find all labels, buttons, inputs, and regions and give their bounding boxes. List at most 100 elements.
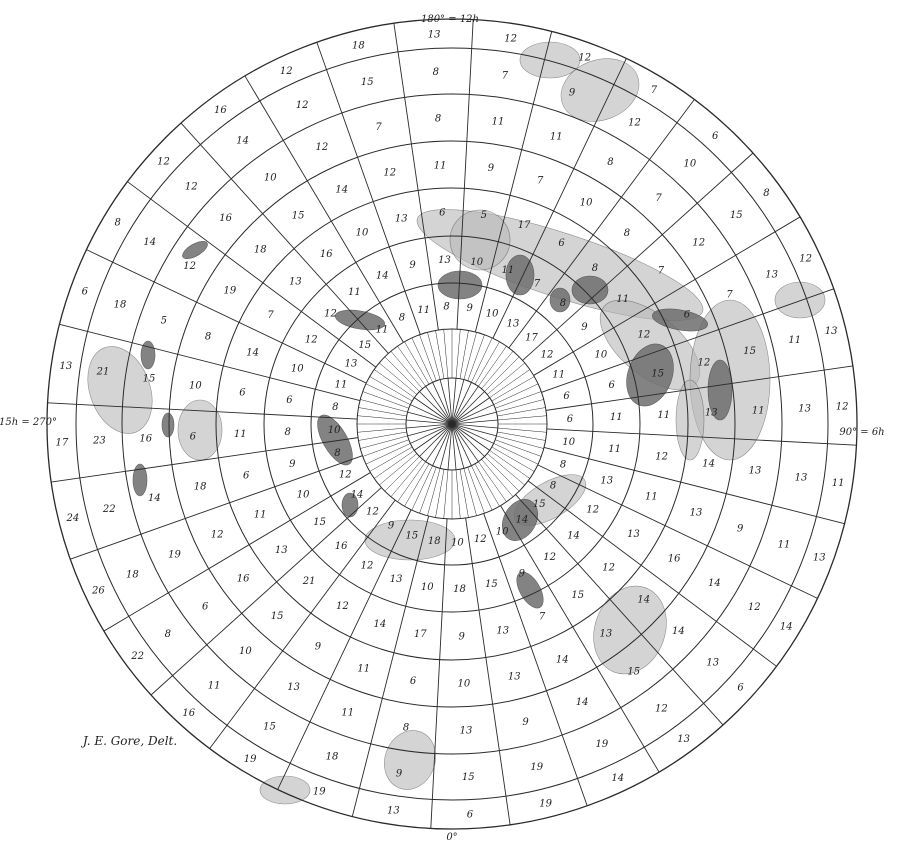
center-spoke: [451, 397, 490, 425]
cell-count-label: 15: [263, 722, 276, 733]
inner-tick: [443, 329, 449, 379]
grid-spoke: [492, 58, 627, 339]
right-compass-label: 90° = 6h: [839, 427, 884, 438]
cell-count-label: 12: [698, 357, 711, 368]
cell-count-label: 12: [474, 534, 487, 545]
cell-count-label: 6: [712, 131, 719, 142]
inner-tick: [463, 468, 477, 516]
inner-tick: [487, 453, 525, 486]
cell-count-label: 12: [383, 168, 396, 179]
inner-tick: [455, 469, 461, 519]
inner-tick: [484, 456, 520, 492]
cell-count-label: 10: [421, 582, 434, 593]
cell-count-label: 10: [458, 679, 471, 690]
center-spoke: [410, 423, 453, 444]
cell-count-label: 11: [502, 265, 515, 276]
cell-count-label: 11: [778, 540, 791, 551]
cell-count-label: 8: [560, 460, 566, 471]
cell-count-label: 11: [348, 287, 361, 298]
cell-count-label: 13: [496, 625, 509, 636]
cell-count-label: 15: [627, 666, 640, 677]
dark-density-region: [707, 359, 733, 421]
dark-density-region: [505, 254, 535, 296]
cell-count-label: 7: [502, 71, 509, 82]
cell-count-label: 10: [580, 197, 593, 208]
cell-count-label: 7: [658, 266, 665, 277]
cell-count-label: 7: [655, 193, 662, 204]
cell-count-label: 12: [185, 182, 198, 193]
center-spoke: [447, 378, 453, 425]
bottom-compass-label: 0°: [446, 832, 457, 843]
grid-spoke: [103, 472, 371, 632]
cell-count-label: 19: [530, 762, 543, 773]
cell-count-label: 15: [743, 346, 756, 357]
inner-tick: [481, 351, 514, 389]
inner-tick: [495, 439, 542, 457]
grid-spoke: [533, 216, 801, 376]
grid-ring: [75, 47, 829, 801]
cell-count-label: 9: [315, 642, 322, 653]
cell-count-label: 8: [560, 298, 566, 309]
dark-density-region: [571, 275, 609, 305]
cell-count-label: 11: [234, 429, 247, 440]
cell-count-label: 14: [236, 135, 249, 146]
cell-count-label: 9: [467, 303, 474, 314]
cell-count-label: 8: [550, 481, 556, 492]
inner-tick: [369, 376, 413, 402]
center-spoke: [432, 382, 453, 425]
inner-tick: [427, 468, 441, 516]
grid-spoke: [515, 494, 724, 726]
cell-count-label: 15: [730, 210, 743, 221]
inner-tick: [497, 407, 546, 417]
cell-count-label: 13: [600, 628, 613, 639]
cell-count-label: 7: [267, 310, 274, 321]
cell-count-label: 6: [609, 380, 616, 391]
center-spoke: [425, 423, 453, 462]
grid-spoke: [508, 99, 695, 349]
grid-spoke: [456, 19, 474, 330]
grid-spoke: [351, 515, 430, 817]
grid-spoke: [537, 464, 818, 599]
cell-count-label: 13: [395, 214, 408, 225]
cell-count-label: 8: [592, 263, 598, 274]
cell-count-label: 18: [114, 300, 127, 311]
cell-count-label: 12: [183, 261, 196, 272]
grid-spoke: [545, 365, 853, 411]
cell-count-label: 8: [435, 113, 441, 124]
cell-count-label: 18: [326, 752, 339, 763]
cell-count-label: 13: [798, 403, 811, 414]
cell-count-label: 10: [189, 381, 202, 392]
grid-spoke: [316, 42, 421, 335]
inner-tick: [379, 453, 417, 486]
cell-count-label: 10: [470, 257, 483, 268]
cell-count-label: 8: [763, 188, 769, 199]
cell-count-label: 8: [443, 302, 449, 313]
dark-density-region: [161, 412, 175, 438]
inner-tick: [360, 399, 408, 413]
dark-density-region: [317, 414, 353, 466]
cell-count-label: 10: [264, 173, 277, 184]
grid-ring: [215, 187, 689, 661]
grid-spoke: [47, 402, 358, 420]
cell-count-label: 12: [836, 402, 849, 413]
cell-count-label: 11: [357, 664, 370, 675]
cell-count-labels: 1088151410121018159121412810811131511811…: [56, 29, 849, 820]
grid-spoke: [180, 122, 389, 354]
inner-tick: [374, 369, 415, 398]
cell-count-label: 24: [66, 513, 80, 524]
cell-count-label: 11: [492, 117, 505, 128]
stippled-density-region: [675, 379, 705, 461]
center-spoke: [419, 391, 453, 425]
cell-count-label: 19: [224, 285, 237, 296]
cell-count-label: 11: [832, 478, 845, 489]
cell-count-label: 11: [616, 294, 629, 305]
cell-count-label: 8: [433, 67, 439, 78]
cell-count-label: 10: [562, 437, 575, 448]
cell-count-label: 7: [537, 176, 544, 187]
inner-tick: [463, 332, 477, 380]
cell-count-label: 14: [637, 594, 650, 605]
cell-count-label: 17: [525, 332, 538, 343]
cell-count-label: 12: [655, 451, 668, 462]
inner-tick: [497, 427, 547, 433]
inner-tick: [491, 376, 535, 402]
